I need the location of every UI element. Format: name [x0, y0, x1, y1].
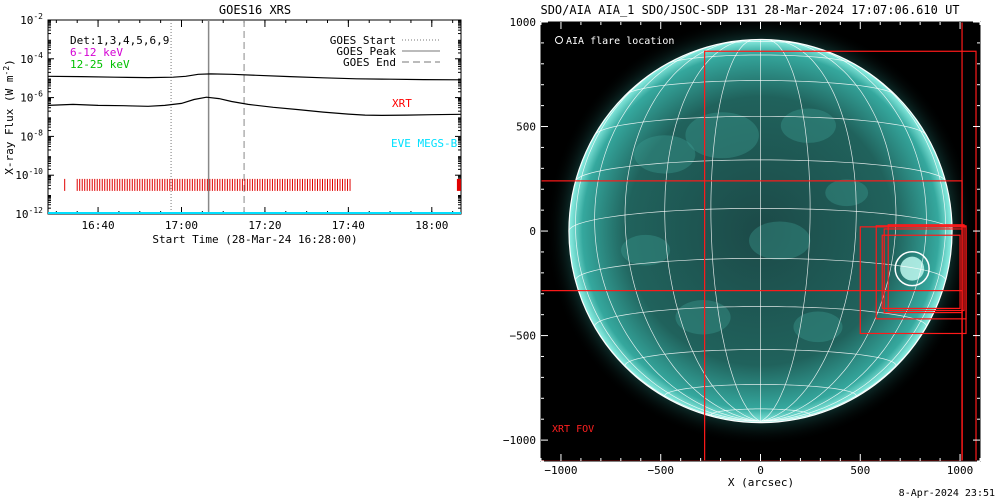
eve-label: EVE MEGS-B	[391, 137, 458, 150]
goes-y-tick-label: 10-4	[20, 51, 43, 66]
goes-legend-right-item: GOES Start	[330, 34, 396, 47]
goes-y-tick-exp: -4	[33, 51, 43, 60]
active-region	[634, 135, 696, 174]
longitude-line	[575, 57, 761, 422]
goes-title: GOES16 XRS	[219, 3, 291, 17]
flare-legend-label: AIA flare location	[566, 36, 674, 47]
aia-x-tick-label: 500	[850, 464, 870, 477]
longitude-line	[760, 43, 927, 422]
aia-axes: −1000 −500 0 500 1000 1000 500 0 −500 −1000	[503, 16, 981, 477]
longitude-line	[760, 40, 897, 422]
aia-y-tick-label: 0	[529, 225, 536, 238]
goes-legend-right-item: GOES End	[343, 56, 396, 69]
goes-series-line-1	[47, 96, 462, 117]
xrt-label: XRT	[392, 97, 412, 110]
timestamp: 8-Apr-2024 23:51	[899, 488, 995, 499]
solar-limb	[568, 38, 953, 424]
goes-legend-right-item: GOES Peak	[336, 45, 396, 58]
goes-x-tick-label: 17:40	[332, 219, 365, 232]
goes-y-tick-label: 10-8	[20, 128, 43, 143]
goes-y-tick-base: 10	[20, 14, 33, 27]
goes-series-line-0	[47, 73, 462, 81]
goes-y-axis-label-sup: -2	[2, 66, 11, 76]
aia-y-tick-label: −1000	[503, 434, 536, 447]
aia-image-panel: SDO/AIA AIA_1 SDO/JSOC-SDP 131 28-Mar-20…	[503, 3, 995, 499]
goes-x-axis-label: Start Time (28-Mar-24 16:28:00)	[152, 233, 357, 246]
goes-y-tick-base: 10	[20, 130, 33, 143]
active-region	[793, 311, 843, 343]
active-region	[685, 112, 759, 159]
aia-title: SDO/AIA AIA_1 SDO/JSOC-SDP 131 28-Mar-20…	[540, 3, 959, 17]
xrt-fov-box	[887, 224, 965, 312]
active-region	[749, 221, 811, 260]
goes-y-tick-label: 10-6	[20, 90, 43, 105]
longitude-line	[760, 39, 811, 422]
goes-y-tick-exp: -8	[33, 128, 43, 137]
goes-event-markers	[170, 20, 245, 214]
goes-x-tick-label: 16:40	[81, 219, 114, 232]
aia-y-tick-label: −500	[510, 330, 537, 343]
goes-y-axis-label-main: X-ray Flux (W m	[3, 75, 16, 175]
goes-x-axis: 16:40 17:00 17:20 17:40 18:00	[55, 20, 454, 232]
active-region	[825, 179, 869, 207]
aia-y-tick-label: 500	[516, 121, 536, 134]
active-region	[780, 108, 836, 143]
flare-bright-core	[900, 256, 925, 281]
goes-y-tick-exp: -10	[29, 167, 44, 176]
longitude-line	[664, 39, 761, 422]
goes-y-axis-label: X-ray Flux (W m-2)	[2, 59, 16, 175]
aia-x-tick-label: 1000	[947, 464, 974, 477]
xrt-fov-boxes	[541, 22, 977, 461]
goes-y-tick-exp: -12	[29, 206, 44, 215]
longitude-line	[760, 57, 946, 422]
goes-y-tick-label: 10-10	[15, 167, 43, 182]
active-regions	[621, 108, 925, 343]
flare-legend-icon	[555, 36, 563, 44]
active-region	[621, 234, 671, 266]
longitude-line	[624, 40, 761, 422]
xrt-fov-box	[875, 225, 967, 320]
heliographic-grid	[568, 39, 953, 422]
aia-x-tick-label: −500	[647, 464, 674, 477]
goes-y-tick-exp: -6	[33, 90, 43, 99]
goes-x-tick-label: 17:00	[165, 219, 198, 232]
longitude-line	[710, 39, 761, 422]
goes-x-tick-label: 18:00	[415, 219, 448, 232]
goes-legend-left-item: 6-12 keV	[70, 46, 123, 59]
goes-series-group	[47, 73, 462, 214]
goes-y-tick-base: 10	[20, 92, 33, 105]
goes-x-tick-label: 17:20	[248, 219, 281, 232]
aia-x-tick-label: −1000	[544, 464, 577, 477]
aia-x-axis-label: X (arcsec)	[728, 476, 794, 489]
xrt-block	[456, 178, 461, 191]
longitude-line	[594, 43, 761, 422]
xrt-fov-box	[541, 290, 963, 461]
longitude-line	[760, 39, 857, 422]
xrt-fov-box	[881, 234, 961, 309]
goes-y-tick-label: 10-2	[20, 12, 43, 27]
xrt-fov-box	[883, 228, 963, 314]
flare-location-circle	[894, 250, 930, 287]
goes-y-tick-label: 10-12	[15, 206, 43, 221]
xrt-fov-box	[704, 50, 977, 461]
goes-y-tick-base: 10	[15, 169, 28, 182]
goes-y-tick-base: 10	[15, 208, 28, 221]
goes-y-axis-label-close: )	[3, 59, 16, 66]
xrt-observation-ticks	[64, 178, 461, 191]
aia-x-tick-label: 0	[757, 464, 764, 477]
xrt-fov-label: XRT FOV	[552, 424, 594, 435]
goes-legend-left-item: 12-25 keV	[70, 58, 130, 71]
goes-legend-left-item: Det:1,3,4,5,6,9	[70, 34, 169, 47]
goes-y-tick-exp: -2	[33, 12, 43, 21]
goes-y-tick-base: 10	[20, 53, 33, 66]
aia-y-tick-label: 1000	[510, 16, 537, 29]
